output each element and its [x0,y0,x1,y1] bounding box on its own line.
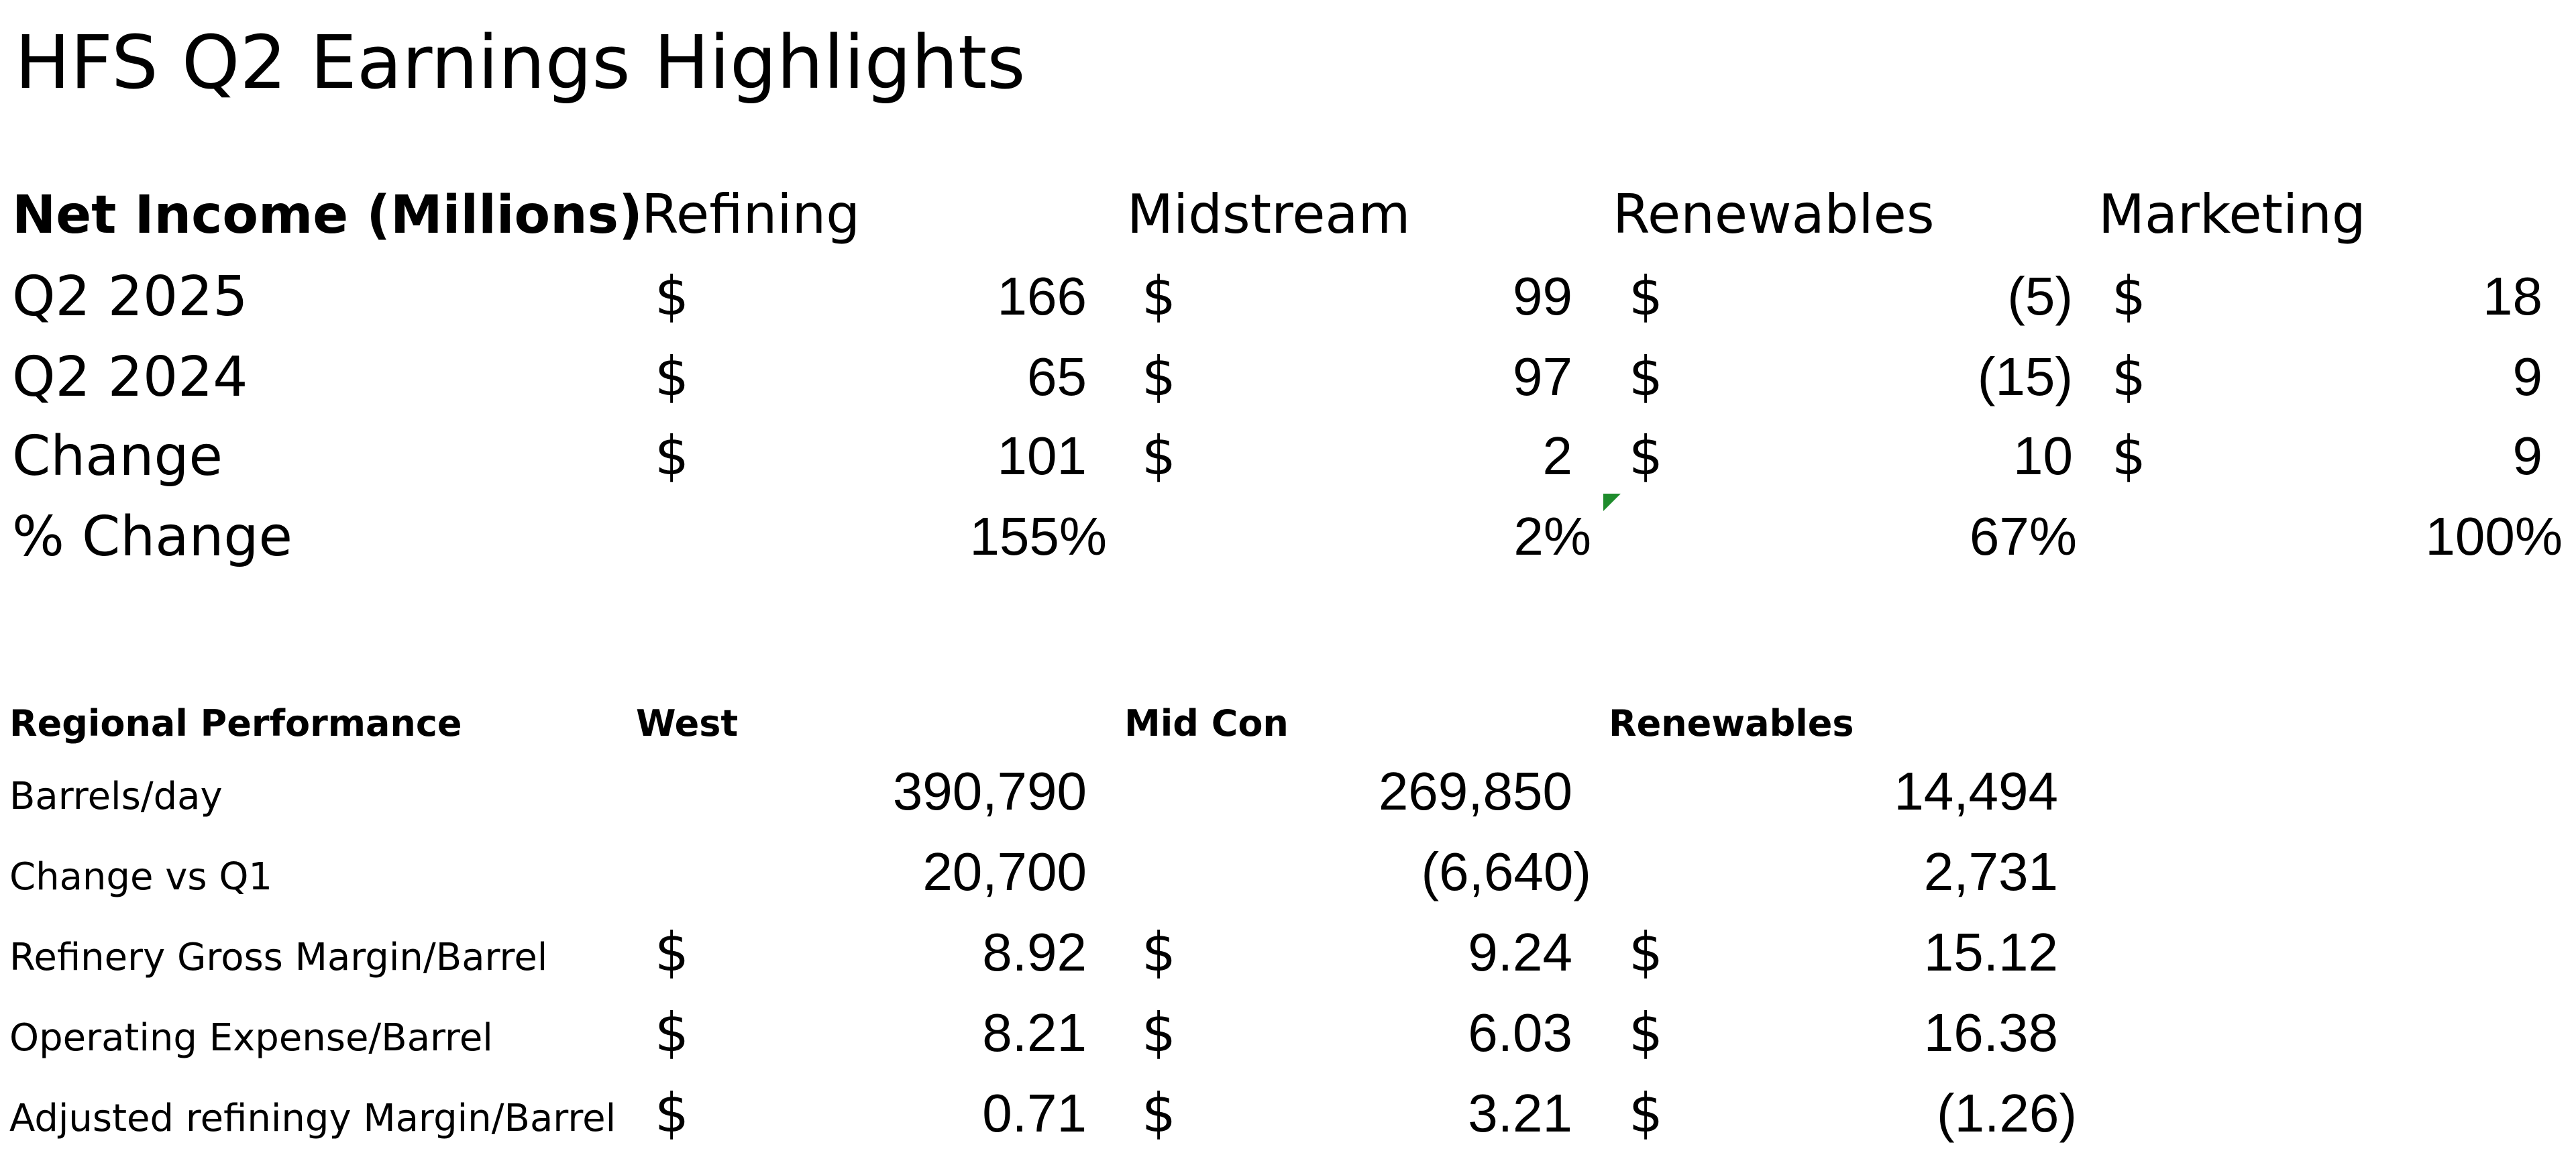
cell-value: 9.24 [1468,922,1572,982]
cell-value: (5) [2007,266,2073,326]
currency-symbol: $ [1142,1082,1176,1144]
currency-symbol: $ [655,425,689,487]
currency-symbol: $ [1629,921,1663,983]
page-title: HFS Q2 Earnings Highlights [15,19,1026,105]
row-label: Barrels/day [9,775,223,818]
column-header-mid-con: Mid Con [1124,702,1289,745]
comment-indicator-icon[interactable] [1603,494,1621,511]
currency-symbol: $ [2112,265,2146,327]
currency-symbol: $ [2112,425,2146,487]
cell-value: 6.03 [1468,1003,1572,1062]
currency-symbol: $ [1142,1001,1176,1064]
cell-value: 2 [1542,426,1573,486]
currency-symbol: $ [1629,265,1663,327]
cell-value: 16.38 [1923,1003,2058,1062]
column-header-west: West [636,702,739,745]
currency-symbol: $ [1142,921,1176,983]
cell-value: 99 [1513,266,1572,326]
currency-symbol: $ [1629,1082,1663,1144]
cell-value: 101 [997,426,1087,486]
net-income-header-label: Net Income (Millions) [12,185,643,245]
cell-value: 15.12 [1923,922,2058,982]
cell-value: 390,790 [892,761,1087,821]
currency-symbol: $ [2112,345,2146,408]
row-label: % Change [12,505,292,569]
currency-symbol: $ [655,265,689,327]
cell-value: 155% [969,506,1107,566]
row-label: Q2 2025 [12,265,248,329]
cell-value: 0.71 [982,1083,1087,1143]
column-header-renewables: Renewables [1613,183,1935,245]
currency-symbol: $ [1142,425,1176,487]
currency-symbol: $ [1142,345,1176,408]
cell-value: 18 [2483,266,2542,326]
cell-value: 8.92 [982,922,1087,982]
cell-value: 97 [1513,347,1572,406]
cell-value: 9 [2512,426,2543,486]
cell-value: 9 [2512,347,2543,406]
cell-value: 3.21 [1468,1083,1572,1143]
row-label: Operating Expense/Barrel [9,1016,493,1060]
cell-value: 10 [2013,426,2073,486]
currency-symbol: $ [1629,1001,1663,1064]
currency-symbol: $ [1142,265,1176,327]
row-label: Change [12,425,223,488]
cell-value: (15) [1977,347,2073,406]
cell-value: 14,494 [1894,761,2058,821]
currency-symbol: $ [655,921,689,983]
currency-symbol: $ [655,1001,689,1064]
row-label: Change vs Q1 [9,855,273,899]
cell-value: 2,731 [1923,842,2058,901]
row-label: Q2 2024 [12,345,248,409]
cell-value: (6,640) [1421,842,1591,901]
column-header-refining: Refining [641,183,861,245]
row-label: Adjusted refiningy Margin/Barrel [9,1097,616,1140]
cell-value: 8.21 [982,1003,1087,1062]
cell-value: 65 [1027,347,1087,406]
cell-value: 100% [2425,506,2563,566]
currency-symbol: $ [655,345,689,408]
cell-value: 2% [1513,506,1591,566]
currency-symbol: $ [1629,425,1663,487]
cell-value: 67% [1969,506,2077,566]
column-header-renewables: Renewables [1609,702,1854,745]
cell-value: 269,850 [1378,761,1572,821]
cell-value: 166 [997,266,1087,326]
regional-header-label: Regional Performance [9,702,462,745]
row-label: Refinery Gross Margin/Barrel [9,936,548,979]
currency-symbol: $ [655,1082,689,1144]
cell-value: (1.26) [1937,1083,2077,1143]
cell-value: 20,700 [922,842,1087,901]
column-header-midstream: Midstream [1127,183,1411,245]
currency-symbol: $ [1629,345,1663,408]
column-header-marketing: Marketing [2098,183,2366,245]
